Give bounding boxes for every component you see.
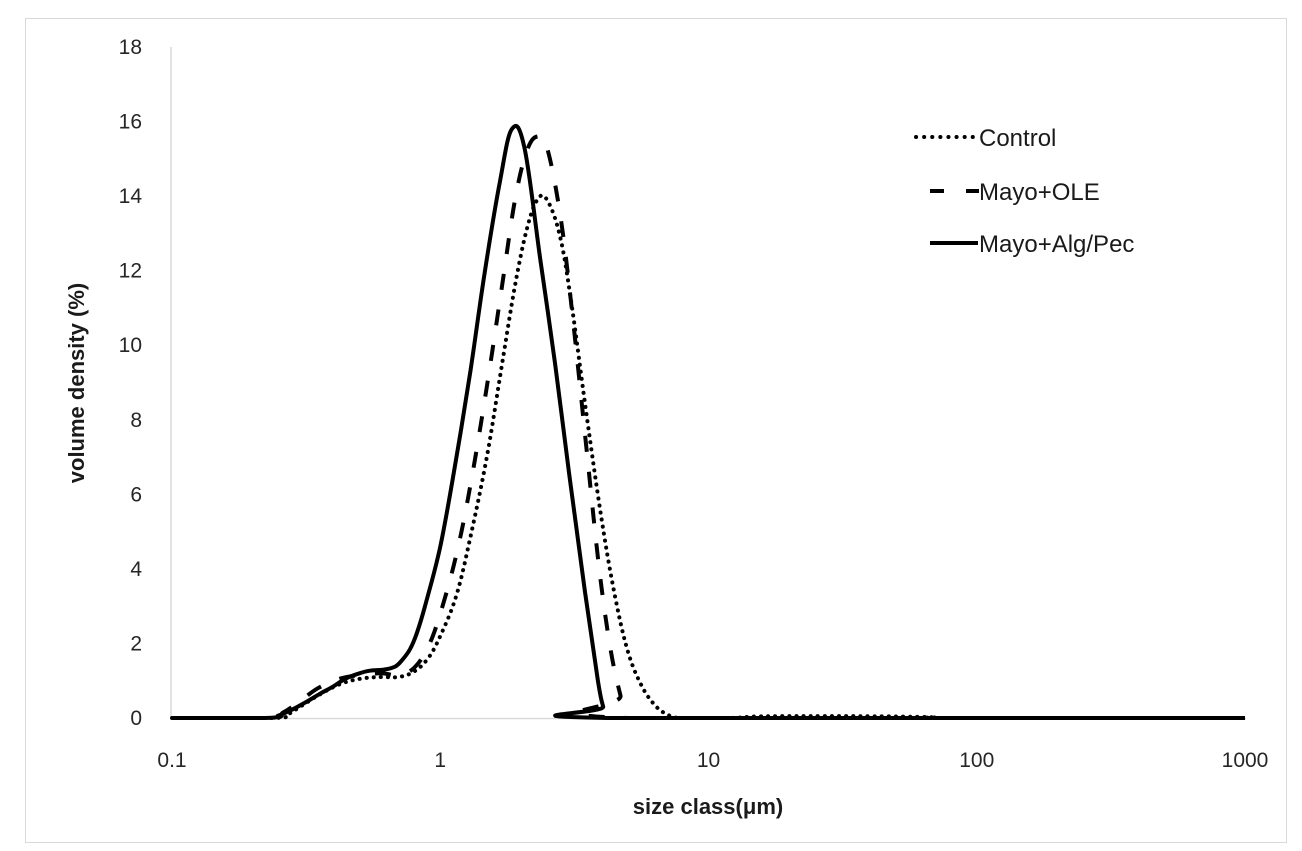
legend-label: Mayo+Alg/Pec [979, 231, 1134, 258]
x-axis-ticks: 0.1 1 10 100 1000 [157, 749, 1268, 772]
x-tick-label: 0.1 [157, 749, 186, 772]
y-tick-label: 14 [119, 185, 143, 208]
legend-item-mayo-alg-pec: Mayo+Alg/Pec [930, 231, 1134, 258]
legend-label: Control [979, 125, 1056, 152]
legend: Control Mayo+OLE Mayo+Alg/Pec [914, 125, 1134, 258]
y-tick-label: 16 [119, 111, 142, 134]
legend-label: Mayo+OLE [979, 179, 1100, 206]
legend-item-control: Control [914, 125, 1056, 152]
x-tick-label: 1000 [1222, 749, 1269, 772]
x-axis-title: size class(μm) [633, 794, 783, 819]
y-tick-label: 0 [130, 707, 142, 730]
x-tick-label: 1 [434, 749, 446, 772]
y-axis-title: volume density (%) [64, 283, 89, 483]
chart-frame [25, 18, 1287, 843]
y-tick-label: 8 [130, 409, 142, 432]
x-tick-label: 100 [959, 749, 994, 772]
y-tick-label: 4 [130, 558, 142, 581]
y-tick-label: 12 [119, 260, 142, 283]
series-line-mayo-alg-pec [172, 124, 1245, 721]
series-group [170, 124, 1247, 721]
y-tick-label: 10 [119, 334, 142, 357]
y-tick-label: 6 [130, 483, 142, 506]
series-line-mayo-ole [172, 133, 1245, 721]
plot-area: 0 2 4 6 8 10 12 14 16 18 0.1 1 10 100 1000 [119, 36, 1269, 772]
legend-item-mayo-ole: Mayo+OLE [930, 179, 1100, 206]
series-line-control [170, 193, 1247, 721]
y-tick-label: 2 [130, 632, 142, 655]
x-tick-label: 10 [697, 749, 720, 772]
y-tick-label: 18 [119, 36, 142, 59]
y-axis-ticks: 0 2 4 6 8 10 12 14 16 18 [119, 36, 143, 730]
